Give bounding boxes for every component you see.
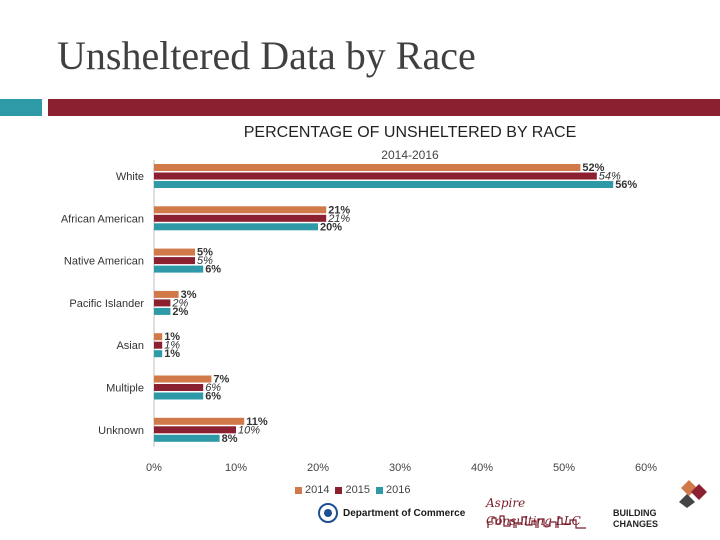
data-label-white-2015: 54% [599, 171, 621, 183]
data-label-unknown-2016: 8% [222, 433, 238, 445]
skyline-icon [487, 515, 586, 529]
bar-native-american-2015 [154, 257, 195, 265]
data-label-white-2014: 52% [582, 162, 604, 174]
legend-label-2016: 2016 [385, 484, 411, 496]
commerce-logo: Department of Commerce [318, 503, 465, 523]
x-tick-label-5: 50% [553, 462, 575, 474]
data-label-multiple-2016: 6% [205, 391, 221, 403]
category-label-pacific-islander: Pacific Islander [69, 298, 144, 310]
legend-item-2016: 2016 [375, 484, 411, 496]
x-tick-label-0: 0% [146, 462, 162, 474]
x-tick-label-2: 20% [307, 462, 329, 474]
data-label-white-2016: 56% [615, 179, 637, 191]
legend-label-2015: 2015 [345, 484, 370, 496]
bar-african-american-2016 [154, 223, 318, 231]
chart-subtitle: 2014-2016 [381, 148, 439, 162]
chart-title: PERCENTAGE OF UNSHELTERED BY RACE [243, 124, 577, 141]
x-tick-label-6: 60% [635, 462, 657, 474]
data-label-unknown-2015: 10% [238, 424, 260, 436]
bar-asian-2014 [154, 333, 163, 341]
data-label-native-american-2016: 6% [205, 264, 221, 276]
bar-pacific-islander-2016 [154, 307, 171, 315]
data-label-asian-2015: 1% [164, 340, 180, 352]
bar-multiple-2014 [154, 375, 212, 383]
bar-asian-2015 [154, 341, 163, 349]
data-label-multiple-2014: 7% [213, 374, 229, 386]
commerce-seal-icon [318, 503, 338, 523]
data-label-native-american-2014: 5% [197, 247, 213, 259]
legend-swatch-2014 [295, 486, 302, 494]
legend-item-2015: 2015 [335, 484, 370, 496]
bar-pacific-islander-2014 [154, 290, 179, 298]
bar-white-2015 [154, 172, 597, 180]
building-changes-line-1: BUILDING [613, 508, 657, 518]
x-tick-label-4: 40% [471, 462, 493, 474]
bar-unknown-2016 [154, 434, 220, 442]
data-label-pacific-islander-2014: 3% [181, 289, 197, 301]
data-label-multiple-2015: 6% [205, 382, 221, 394]
data-label-african-american-2015: 21% [327, 213, 350, 225]
building-changes-logo: BUILDING CHANGES [613, 478, 713, 534]
category-label-native-american: Native American [64, 256, 144, 268]
accent-bar-teal [0, 99, 42, 116]
data-label-native-american-2015: 5% [197, 255, 213, 267]
data-label-pacific-islander-2015: 2% [171, 297, 188, 309]
data-label-asian-2016: 1% [164, 348, 180, 360]
data-label-pacific-islander-2016: 2% [172, 306, 188, 318]
category-label-white: White [116, 171, 144, 183]
legend-swatch-2016 [375, 486, 383, 494]
data-label-unknown-2014: 11% [246, 416, 268, 428]
x-tick-label-3: 30% [389, 462, 411, 474]
bar-asian-2016 [154, 350, 163, 358]
commerce-logo-text: Department of Commerce [343, 507, 466, 519]
category-label-asian: Asian [116, 340, 144, 352]
accent-bar-red [48, 99, 720, 116]
bar-multiple-2015 [154, 384, 204, 391]
bar-african-american-2015 [154, 214, 327, 222]
building-changes-mark-icon [679, 480, 707, 508]
legend-item-2014: 2014 [295, 484, 329, 496]
data-label-african-american-2016: 20% [320, 221, 342, 233]
slide-title: Unsheltered Data by Race [57, 33, 476, 78]
category-label-multiple: Multiple [106, 383, 144, 395]
data-label-african-american-2014: 21% [328, 204, 350, 216]
bar-african-american-2014 [154, 206, 327, 214]
category-label-unknown: Unknown [98, 425, 144, 437]
bar-pacific-islander-2015 [154, 299, 171, 307]
legend-label-2014: 2014 [305, 484, 330, 496]
bar-unknown-2014 [154, 417, 245, 425]
chart-legend: 2014 2015 2016 [295, 484, 410, 496]
bar-unknown-2015 [154, 426, 236, 434]
bar-multiple-2016 [154, 392, 204, 400]
bar-native-american-2014 [154, 248, 195, 256]
x-tick-label-1: 10% [225, 462, 247, 474]
bar-native-american-2016 [154, 265, 204, 273]
data-label-asian-2014: 1% [164, 331, 180, 343]
aspire-logo: Aspire Consulting LLC [486, 494, 590, 530]
category-label-african-american: African American [61, 213, 144, 225]
bar-white-2016 [154, 181, 614, 188]
bar-white-2014 [154, 164, 581, 171]
legend-swatch-2015 [335, 486, 343, 494]
building-changes-text: BUILDING CHANGES [613, 508, 658, 530]
building-changes-line-2: CHANGES [613, 519, 659, 529]
